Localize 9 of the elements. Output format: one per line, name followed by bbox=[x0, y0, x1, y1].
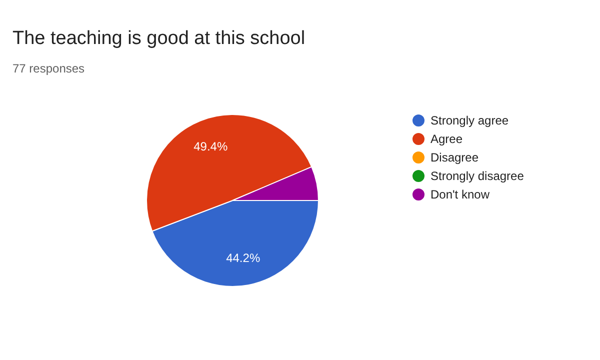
text: 77 responses bbox=[12, 62, 85, 76]
legend-label: Disagree bbox=[430, 150, 479, 164]
chart-title: The teaching is good at this school bbox=[12, 28, 306, 49]
legend-label: Don't know bbox=[430, 188, 490, 202]
legend-label: Strongly disagree bbox=[430, 169, 524, 183]
legend-label: Strongly agree bbox=[430, 114, 509, 128]
data-label: 44.2% bbox=[226, 251, 260, 266]
legend-label: Agree bbox=[430, 132, 463, 146]
data-label: 49.4% bbox=[194, 139, 228, 154]
